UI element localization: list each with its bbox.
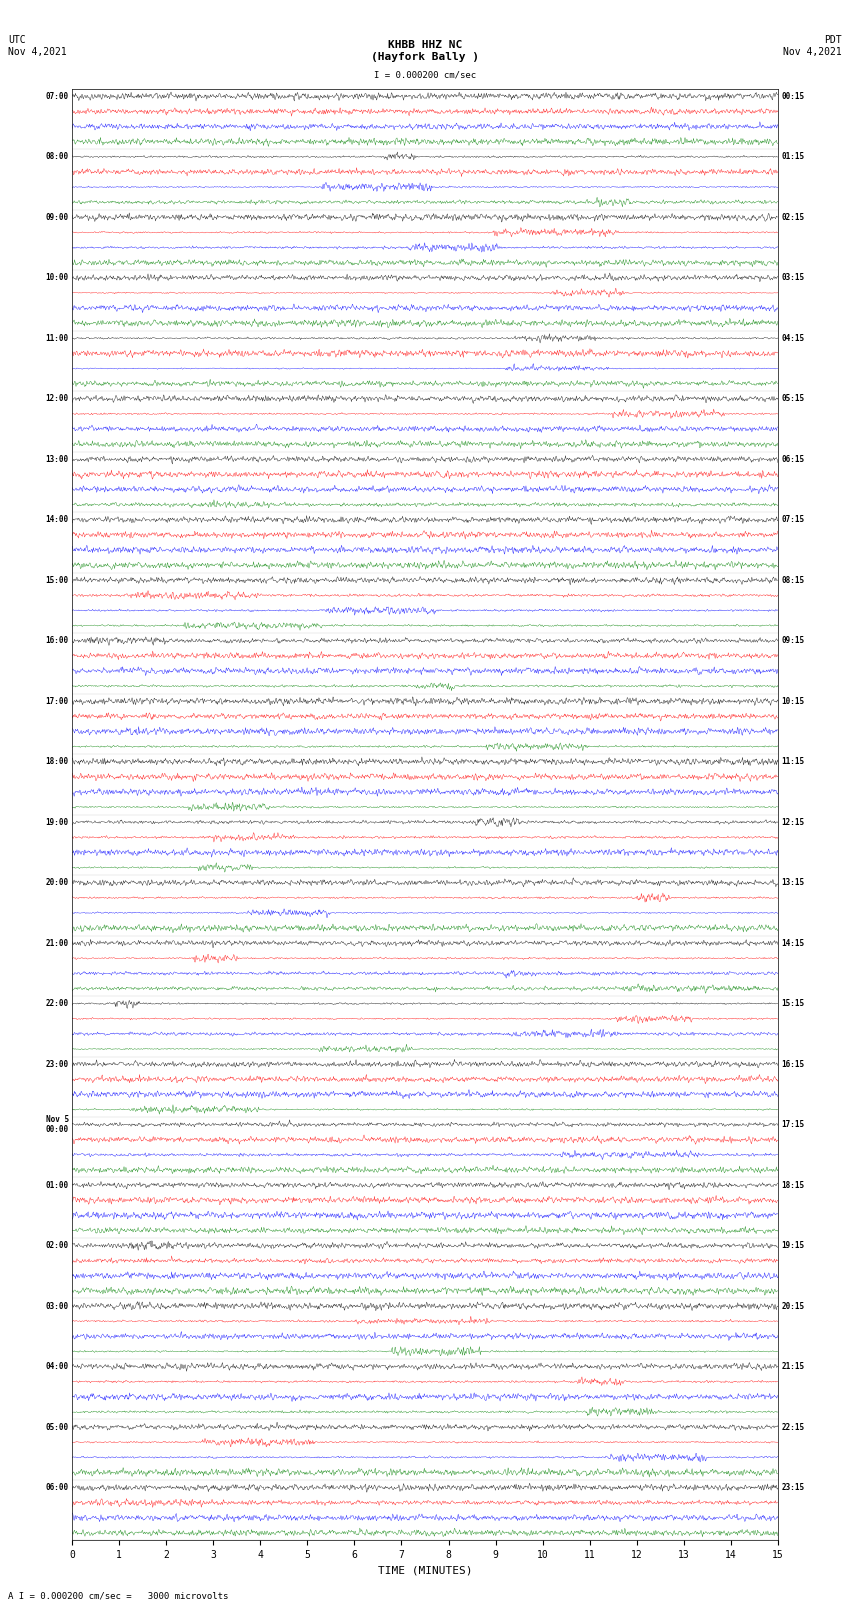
Text: 07:15: 07:15 (781, 515, 804, 524)
Text: 18:15: 18:15 (781, 1181, 804, 1189)
Text: 11:15: 11:15 (781, 756, 804, 766)
Text: 22:15: 22:15 (781, 1423, 804, 1431)
Text: 14:00: 14:00 (46, 515, 69, 524)
Text: 06:15: 06:15 (781, 455, 804, 463)
Text: I = 0.000200 cm/sec: I = 0.000200 cm/sec (374, 71, 476, 81)
Text: 00:15: 00:15 (781, 92, 804, 100)
Text: 09:15: 09:15 (781, 636, 804, 645)
Text: 13:00: 13:00 (46, 455, 69, 463)
Text: 10:15: 10:15 (781, 697, 804, 705)
Text: 19:00: 19:00 (46, 818, 69, 826)
Text: 15:15: 15:15 (781, 998, 804, 1008)
Text: 20:15: 20:15 (781, 1302, 804, 1310)
Text: 08:00: 08:00 (46, 152, 69, 161)
Text: UTC
Nov 4,2021: UTC Nov 4,2021 (8, 35, 67, 56)
Text: 05:15: 05:15 (781, 394, 804, 403)
Text: 06:00: 06:00 (46, 1482, 69, 1492)
Text: KHBB HHZ NC
(Hayfork Bally ): KHBB HHZ NC (Hayfork Bally ) (371, 40, 479, 61)
Text: 20:00: 20:00 (46, 877, 69, 887)
Text: 11:00: 11:00 (46, 334, 69, 342)
Text: 04:00: 04:00 (46, 1361, 69, 1371)
Text: 16:15: 16:15 (781, 1060, 804, 1068)
Text: 08:15: 08:15 (781, 576, 804, 584)
Text: 01:15: 01:15 (781, 152, 804, 161)
Text: 19:15: 19:15 (781, 1240, 804, 1250)
Text: 12:00: 12:00 (46, 394, 69, 403)
Text: 18:00: 18:00 (46, 756, 69, 766)
Text: 04:15: 04:15 (781, 334, 804, 342)
Text: 22:00: 22:00 (46, 998, 69, 1008)
Text: Nov 5
00:00: Nov 5 00:00 (46, 1115, 69, 1134)
Text: 21:15: 21:15 (781, 1361, 804, 1371)
Text: 23:00: 23:00 (46, 1060, 69, 1068)
Text: 02:15: 02:15 (781, 213, 804, 221)
Text: 03:15: 03:15 (781, 273, 804, 282)
Text: 16:00: 16:00 (46, 636, 69, 645)
Text: 21:00: 21:00 (46, 939, 69, 947)
Text: 09:00: 09:00 (46, 213, 69, 221)
Text: 15:00: 15:00 (46, 576, 69, 584)
Text: 23:15: 23:15 (781, 1482, 804, 1492)
Text: 17:00: 17:00 (46, 697, 69, 705)
Text: A I = 0.000200 cm/sec =   3000 microvolts: A I = 0.000200 cm/sec = 3000 microvolts (8, 1590, 229, 1600)
Text: 17:15: 17:15 (781, 1119, 804, 1129)
Text: 01:00: 01:00 (46, 1181, 69, 1189)
Text: 10:00: 10:00 (46, 273, 69, 282)
Text: 13:15: 13:15 (781, 877, 804, 887)
Text: PDT
Nov 4,2021: PDT Nov 4,2021 (783, 35, 842, 56)
X-axis label: TIME (MINUTES): TIME (MINUTES) (377, 1566, 473, 1576)
Text: 05:00: 05:00 (46, 1423, 69, 1431)
Text: 03:00: 03:00 (46, 1302, 69, 1310)
Text: 07:00: 07:00 (46, 92, 69, 100)
Text: 14:15: 14:15 (781, 939, 804, 947)
Text: 12:15: 12:15 (781, 818, 804, 826)
Text: 02:00: 02:00 (46, 1240, 69, 1250)
